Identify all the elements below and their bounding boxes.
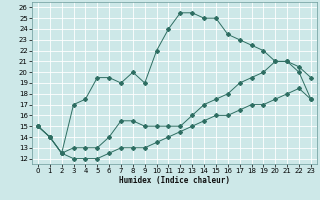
X-axis label: Humidex (Indice chaleur): Humidex (Indice chaleur) — [119, 176, 230, 185]
